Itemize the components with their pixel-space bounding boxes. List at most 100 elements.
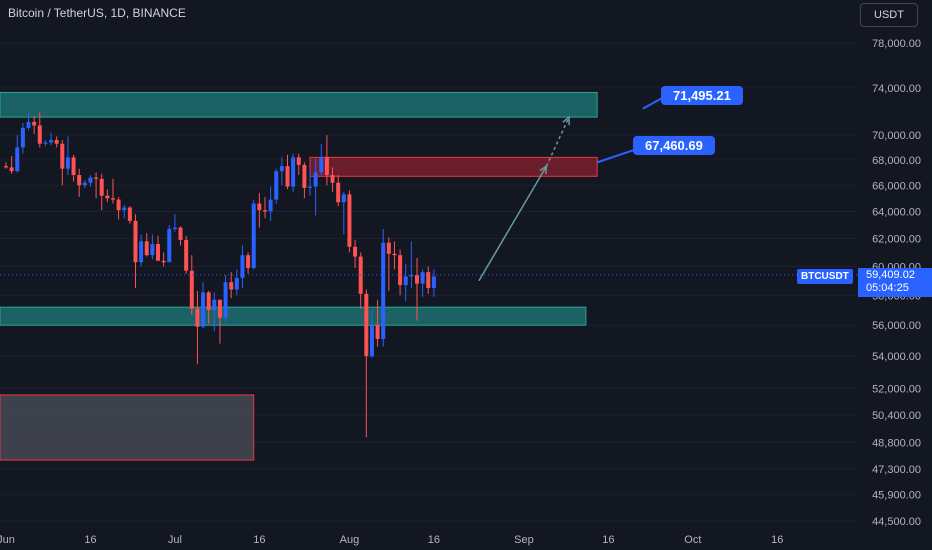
zone-red	[309, 156, 598, 177]
candle-body	[43, 142, 48, 144]
candle-body	[257, 203, 262, 211]
candle-body	[167, 228, 172, 263]
candle-body	[99, 178, 104, 196]
projection-line	[545, 116, 570, 167]
candle-body	[291, 157, 296, 187]
chart-title: Bitcoin / TetherUS, 1D, BINANCE	[8, 6, 186, 20]
candle-body	[347, 194, 352, 247]
projection-arrowhead	[562, 115, 570, 126]
y-tick-label: 64,000.00	[872, 206, 921, 218]
candle-body	[184, 239, 189, 271]
bar-countdown: 05:04:25	[866, 282, 909, 294]
zone-teal	[0, 91, 598, 118]
candle-body	[234, 277, 239, 290]
candle-body	[133, 220, 138, 263]
candle-body	[308, 186, 313, 188]
candle-body	[240, 255, 245, 278]
candle-body	[262, 210, 267, 212]
candle-body	[296, 157, 301, 165]
x-tick-label: Jun	[0, 534, 15, 546]
target-price-tag-lower[interactable]: 67,460.69	[633, 136, 715, 155]
zone-gray	[0, 394, 255, 461]
candle-body	[330, 175, 335, 183]
candle-body	[139, 241, 144, 263]
x-tick-label: Jul	[168, 534, 182, 546]
candle-body	[229, 282, 234, 290]
candle-body	[15, 147, 20, 172]
candle-body	[105, 195, 110, 199]
candle-body	[77, 175, 82, 186]
candle-body	[336, 182, 341, 203]
candle-body	[392, 253, 397, 256]
candle-body	[178, 227, 183, 240]
y-tick-label: 47,300.00	[872, 464, 921, 476]
candle-body	[127, 207, 132, 221]
callout-connector	[596, 147, 639, 164]
y-tick-label: 62,000.00	[872, 234, 921, 246]
candle-body	[4, 166, 8, 168]
candle-body	[409, 275, 414, 277]
projection-line	[478, 165, 548, 282]
candle-body	[189, 270, 194, 309]
candle-body	[26, 121, 31, 128]
currency-button[interactable]: USDT	[860, 3, 918, 27]
x-tick-label: 16	[253, 534, 265, 546]
candle-body	[122, 207, 127, 211]
y-tick-label: 78,000.00	[872, 38, 921, 50]
candle-body	[110, 198, 115, 200]
candle-body	[251, 203, 256, 268]
x-tick-label: Sep	[514, 534, 534, 546]
candle-body	[324, 157, 329, 176]
candle-body	[369, 325, 374, 357]
candle-body	[268, 199, 273, 212]
current-price: 59,409.02	[866, 269, 915, 281]
y-tick-label: 70,000.00	[872, 130, 921, 142]
candle-body	[82, 182, 87, 186]
candle-body	[426, 272, 431, 289]
x-tick-label: 16	[602, 534, 614, 546]
candle-body	[206, 292, 211, 311]
candle-body	[20, 127, 25, 148]
candle-body	[285, 166, 290, 187]
candle-body	[386, 242, 391, 254]
candle-body	[375, 325, 380, 340]
zone-teal	[0, 306, 587, 326]
candle-body	[49, 140, 54, 143]
y-tick-label: 56,000.00	[872, 320, 921, 332]
candle-body	[212, 299, 217, 311]
candle-body	[156, 244, 161, 261]
candle-body	[420, 272, 425, 284]
y-tick-label: 48,800.00	[872, 437, 921, 449]
candle-body	[32, 121, 37, 126]
candle-body	[274, 171, 279, 200]
candle-body	[88, 177, 93, 183]
candle-body	[116, 199, 121, 211]
candle-body	[37, 125, 42, 144]
x-tick-label: 16	[84, 534, 96, 546]
y-tick-label: 66,000.00	[872, 180, 921, 192]
x-tick-label: Aug	[340, 534, 360, 546]
y-tick-label: 50,400.00	[872, 410, 921, 422]
candle-body	[60, 143, 65, 169]
y-tick-label: 45,900.00	[872, 490, 921, 502]
candle-body	[364, 293, 369, 357]
candle-body	[403, 276, 408, 286]
candle-body	[381, 242, 386, 340]
target-price-tag-upper[interactable]: 71,495.21	[661, 86, 743, 105]
y-tick-label: 68,000.00	[872, 155, 921, 167]
candle-body	[195, 308, 200, 327]
candle-body	[414, 275, 419, 284]
candle-body	[246, 255, 251, 268]
candle-body	[65, 157, 70, 169]
candle-body	[71, 157, 76, 176]
candle-body	[54, 140, 59, 144]
x-tick-label: Oct	[684, 534, 701, 546]
candle-body	[161, 260, 166, 263]
candle-body	[217, 299, 222, 318]
candle-body	[431, 276, 436, 289]
candle-body	[201, 292, 206, 327]
current-price-box: 59,409.02 05:04:25	[858, 268, 932, 297]
candle-body	[398, 255, 403, 286]
